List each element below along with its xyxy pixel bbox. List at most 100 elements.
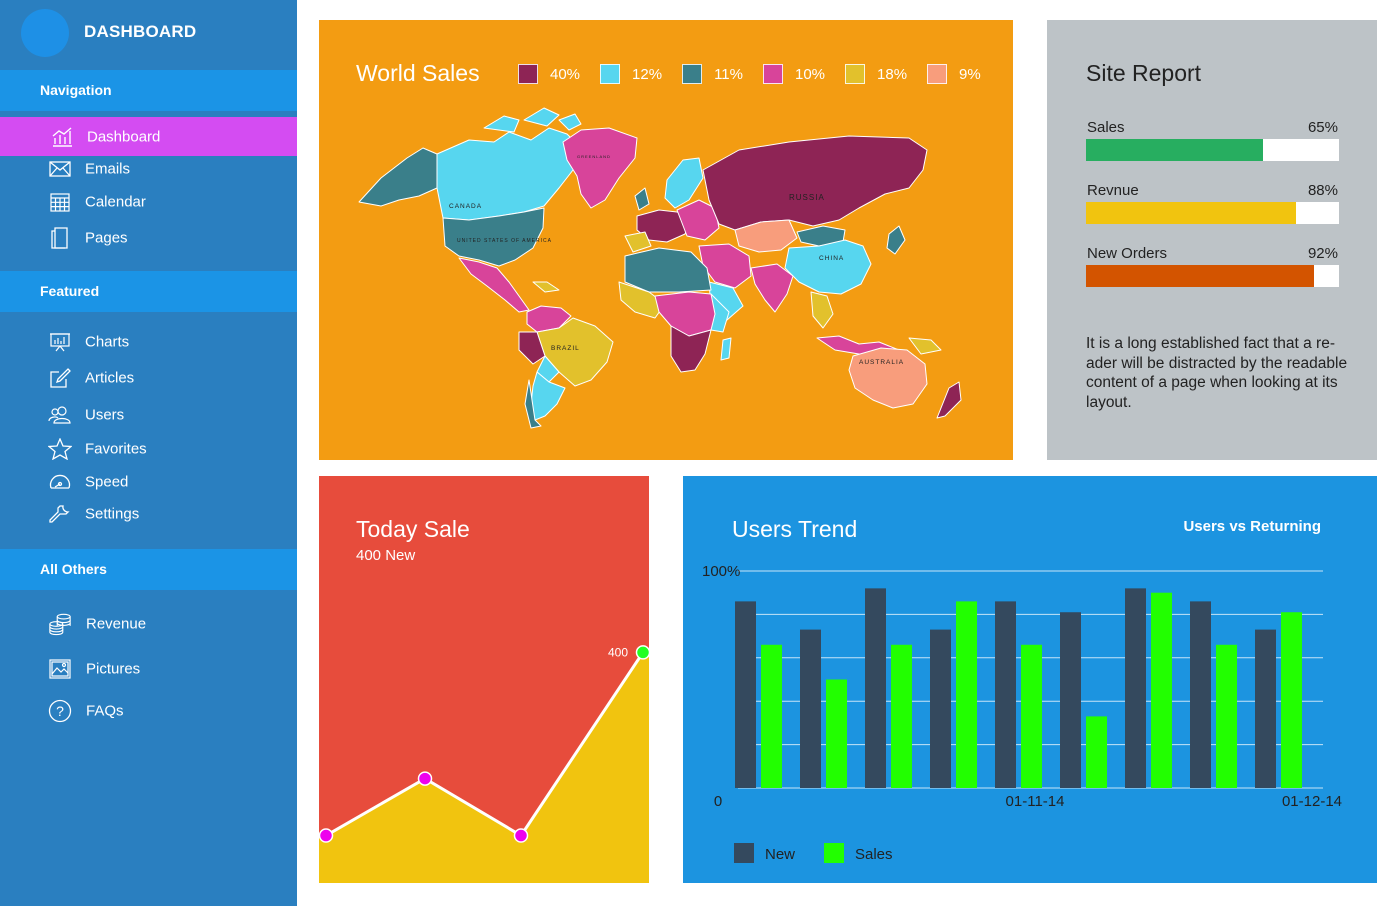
data-point[interactable] [513, 828, 529, 843]
bar-sales[interactable] [1151, 592, 1172, 788]
panel-title: Today Sale [356, 516, 470, 542]
sidebar-item-label: Settings [85, 505, 140, 523]
sidebar-item-articles[interactable]: Articles [0, 359, 297, 397]
sidebar-item-label: Pictures [86, 660, 141, 678]
report-bar-label: New Orders [1087, 245, 1168, 262]
legend-label: 10% [794, 65, 826, 83]
map-region-scandinavia [664, 157, 704, 209]
sidebar-item-pictures[interactable]: Pictures [0, 650, 297, 688]
picture-icon [48, 657, 72, 681]
legend-swatch-new [734, 843, 754, 863]
y-tick-label: 100% [702, 563, 740, 580]
map-region-colombia-venezuela [526, 305, 572, 333]
map-label-canada: CANADA [449, 203, 482, 210]
panel-title: World Sales [356, 60, 480, 86]
report-bar-label: Sales [1087, 119, 1125, 136]
bar-new[interactable] [1125, 588, 1146, 788]
data-point[interactable] [319, 828, 334, 843]
bar-sales[interactable] [761, 644, 782, 788]
bar-new[interactable] [1190, 601, 1211, 788]
legend-label-new: New [765, 846, 795, 863]
world-map: CANADA UNITED STATES OF AMERICA BRAZIL R… [358, 107, 962, 429]
legend-item: 40% [518, 64, 580, 84]
brand-title: DASHBOARD [84, 22, 197, 41]
map-label-russia: RUSSIA [789, 193, 825, 202]
bar-new[interactable] [865, 588, 886, 788]
bar-new[interactable] [800, 629, 821, 788]
bar-sales[interactable] [891, 644, 912, 788]
map-region-peru [518, 331, 546, 365]
progress-track-revenue [1086, 202, 1339, 224]
bar-sales[interactable] [1281, 612, 1302, 788]
legend-label: 18% [877, 65, 908, 83]
map-region-alaska [358, 147, 438, 207]
sidebar-item-emails[interactable]: Emails [0, 150, 297, 188]
map-region-uk [634, 187, 650, 211]
map-label-australia: AUSTRALIA [859, 359, 904, 366]
map-region-greenland [562, 127, 638, 209]
x-tick-label: 01-11-14 [1006, 793, 1065, 810]
sidebar-item-revenue[interactable]: Revenue [0, 605, 297, 643]
legend-swatch [682, 64, 703, 84]
sidebar-item-calendar[interactable]: Calendar [0, 183, 297, 221]
report-bar-percent: 65% [1307, 119, 1338, 136]
bar-new[interactable] [1255, 629, 1276, 788]
star-icon [48, 437, 72, 461]
sidebar-item-label: Users [85, 406, 125, 424]
bar-sales[interactable] [826, 679, 847, 789]
legend-item: 12% [600, 64, 662, 84]
bar-new[interactable] [735, 601, 756, 788]
map-region-south-africa [670, 325, 712, 373]
today-sale-chart: 400 [319, 645, 650, 883]
map-region-chile [524, 379, 542, 429]
legend-item: 18% [845, 64, 907, 84]
sidebar-item-favorites[interactable]: Favorites [0, 430, 297, 468]
legend-swatch [845, 64, 866, 84]
legend-label: 9% [959, 65, 981, 83]
presentation-chart-icon [48, 330, 72, 354]
svg-text:?: ? [56, 703, 64, 719]
legend-label: 40% [550, 65, 581, 83]
bar-sales[interactable] [1216, 644, 1237, 788]
today-sale-panel: 400 Today Sale 400 New [319, 476, 649, 883]
sidebar-item-charts[interactable]: Charts [0, 323, 297, 361]
avatar[interactable] [21, 9, 69, 57]
bar-new[interactable] [995, 601, 1016, 788]
report-bar-label: Revnue [1087, 182, 1139, 199]
section-featured: Featured [0, 271, 297, 312]
progress-fill [1086, 265, 1314, 287]
bar-chart-icon [50, 125, 74, 149]
bar-new[interactable] [1060, 612, 1081, 788]
section-navigation: Navigation [0, 70, 297, 111]
bar-sales[interactable] [1086, 716, 1107, 788]
sidebar-item-faqs[interactable]: ? FAQs [0, 692, 297, 730]
legend-swatch [600, 64, 621, 84]
bar-sales[interactable] [956, 601, 977, 788]
sidebar-item-dashboard[interactable]: Dashboard [0, 117, 297, 156]
bar-new[interactable] [930, 629, 951, 788]
sidebar-item-label: Pages [85, 229, 128, 247]
data-point[interactable] [417, 771, 433, 786]
map-region-china [784, 239, 872, 295]
data-point[interactable] [635, 645, 650, 660]
map-region-mexico [458, 257, 530, 313]
sidebar-item-speed[interactable]: Speed [0, 463, 297, 501]
legend-item: 9% [927, 64, 981, 84]
series-line [325, 651, 645, 838]
map-region-japan [886, 225, 906, 255]
bar-sales[interactable] [1021, 644, 1042, 788]
sidebar-item-pages[interactable]: Pages [0, 219, 297, 257]
map-label-brazil: BRAZIL [551, 345, 580, 352]
report-description: It is a long established fact that a re-… [1086, 335, 1348, 411]
map-region-papua [908, 337, 942, 355]
sidebar-item-label: Dashboard [87, 128, 161, 145]
sidebar-item-users[interactable]: Users [0, 396, 297, 434]
map-region-caribbean [532, 281, 560, 293]
speedometer-icon [48, 470, 72, 494]
sidebar-item-settings[interactable]: Settings [0, 495, 297, 533]
progress-fill [1086, 139, 1264, 161]
map-region-west-africa [618, 281, 666, 319]
brand: DASHBOARD [0, 0, 297, 68]
progress-track-sales [1086, 139, 1339, 161]
site-report-panel: Site Report Sales 65% Revnue 88% New Ord… [1047, 20, 1377, 460]
